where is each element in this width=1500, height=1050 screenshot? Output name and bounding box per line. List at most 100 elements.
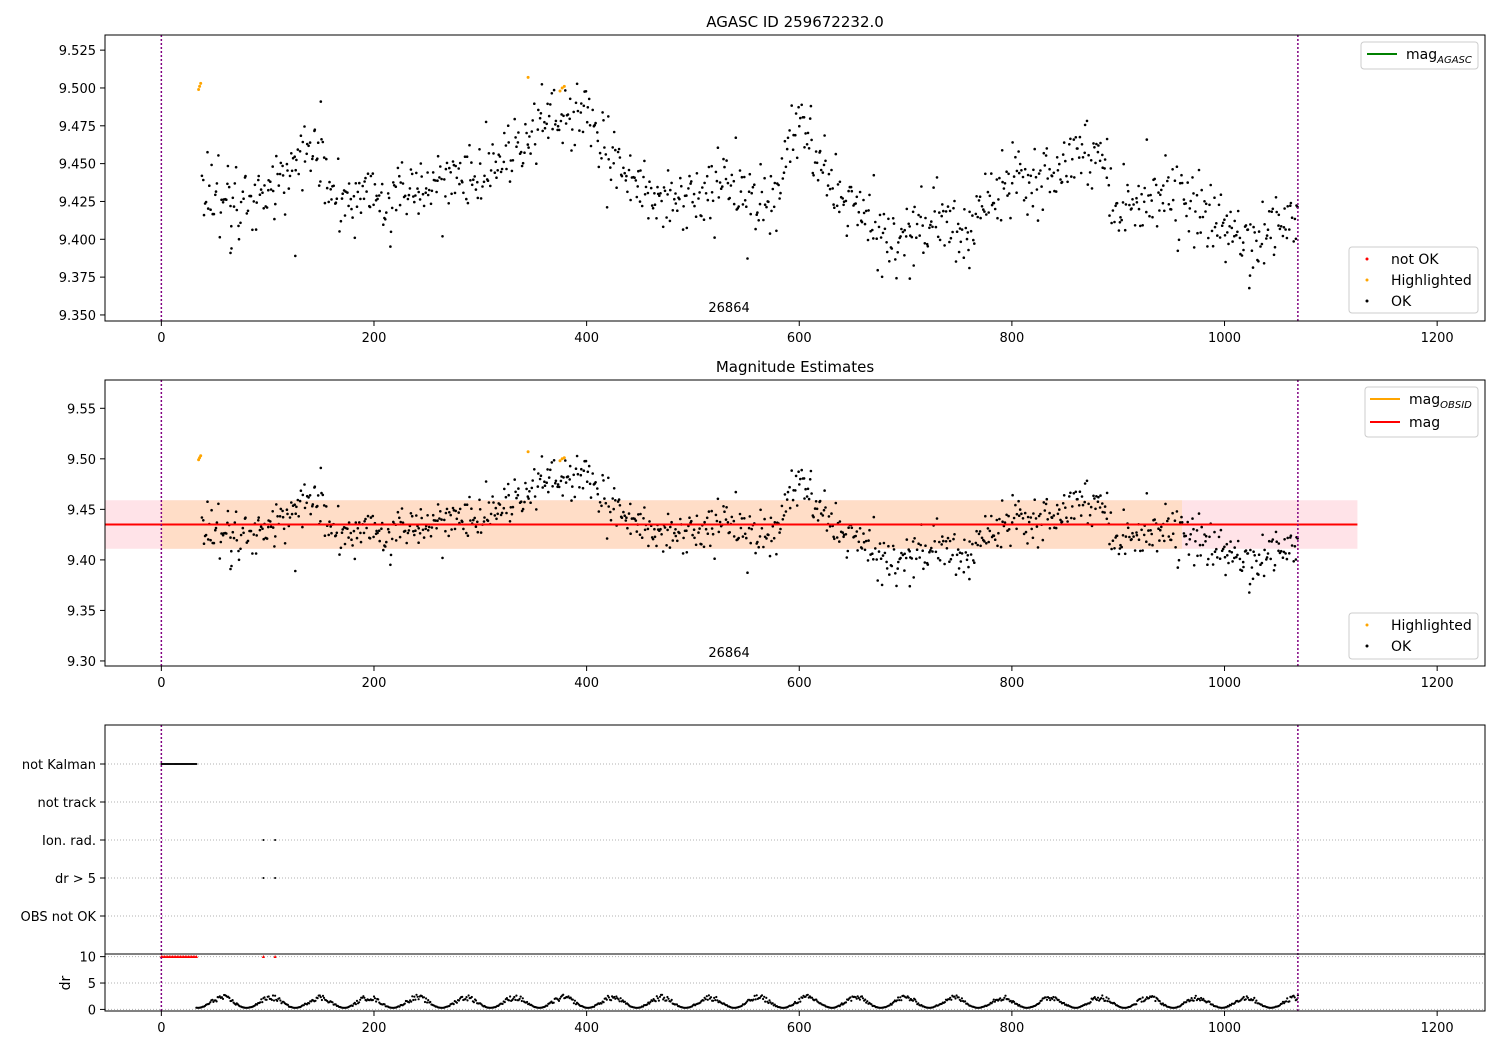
ok-point — [212, 212, 216, 216]
ok-point — [450, 528, 453, 531]
dr-point — [646, 1003, 649, 1006]
ok-point — [867, 539, 870, 542]
ok-point — [1009, 216, 1012, 220]
ok-point — [396, 510, 400, 514]
ok-point — [362, 531, 366, 535]
ok-point — [948, 240, 951, 244]
ok-point — [1071, 157, 1074, 161]
dr-point — [792, 1002, 796, 1005]
y-tick-label: 9.375 — [59, 271, 96, 286]
ok-point — [875, 558, 878, 561]
ok-point — [1272, 253, 1276, 257]
ok-point — [533, 495, 537, 498]
flag-row-label: Ion. rad. — [42, 834, 96, 849]
dr-point — [955, 994, 958, 997]
ok-point — [673, 531, 676, 535]
ok-point — [734, 136, 738, 139]
ok-point — [208, 184, 211, 187]
ok-point — [513, 478, 516, 481]
ok-point — [1135, 533, 1139, 537]
ok-point — [748, 172, 752, 176]
ok-point — [648, 520, 651, 523]
ok-point — [524, 122, 527, 126]
ok-point — [1077, 504, 1081, 507]
ok-point — [724, 518, 728, 521]
dr-point — [321, 994, 325, 998]
dr-point — [797, 1001, 800, 1004]
dr-point — [518, 997, 521, 1001]
ok-point — [1118, 221, 1122, 224]
ok-point — [656, 185, 659, 189]
ok-point — [1284, 228, 1287, 231]
ok-point — [773, 181, 777, 185]
ok-point — [1044, 154, 1048, 157]
dr-point — [1139, 997, 1142, 1000]
dr-point — [1202, 997, 1205, 1001]
ok-point — [219, 211, 223, 214]
ok-point — [1230, 551, 1234, 554]
ok-point — [244, 516, 247, 519]
ok-point — [596, 492, 600, 496]
ok-point — [922, 251, 925, 254]
ok-point — [1204, 540, 1207, 543]
ok-point — [910, 557, 914, 560]
dr-point — [1096, 996, 1100, 999]
ok-point — [1219, 528, 1223, 532]
ok-point — [997, 198, 1000, 201]
ok-point — [309, 169, 313, 173]
ok-point — [410, 514, 414, 518]
ok-point — [547, 476, 551, 479]
ok-point — [1145, 210, 1148, 214]
ok-point — [580, 467, 583, 471]
ok-point — [286, 169, 289, 172]
ok-point — [615, 186, 618, 189]
ok-point — [1011, 141, 1014, 144]
ok-point — [322, 504, 326, 507]
ok-point — [772, 205, 776, 209]
ok-point — [1066, 180, 1069, 184]
ok-point — [885, 250, 889, 254]
ok-point — [931, 550, 934, 553]
dr-point — [615, 995, 618, 998]
ok-point — [878, 542, 882, 545]
ok-point — [601, 111, 604, 114]
dr-point — [272, 999, 276, 1002]
ok-point — [401, 182, 405, 185]
ok-point — [1213, 550, 1217, 553]
ok-point — [862, 532, 865, 535]
ok-point — [528, 135, 531, 138]
ok-point — [1194, 540, 1197, 543]
dr-point — [798, 997, 801, 1001]
ok-point — [1095, 142, 1098, 146]
ok-point — [816, 519, 820, 522]
ok-point — [678, 531, 681, 535]
ok-point — [691, 533, 694, 537]
ok-point — [1055, 156, 1059, 159]
dr-point — [573, 999, 577, 1002]
ok-point — [229, 251, 232, 255]
ok-point — [1200, 188, 1203, 192]
ok-point — [856, 223, 859, 227]
dr-point — [1100, 997, 1103, 1000]
ok-point — [585, 480, 589, 484]
ok-point — [646, 191, 650, 195]
ok-point — [1045, 497, 1049, 501]
ok-point — [468, 495, 471, 499]
magnitude-panel-title: Magnitude Estimates — [716, 358, 874, 376]
ok-point — [435, 527, 438, 530]
ok-point — [431, 513, 435, 517]
ok-point — [1087, 153, 1090, 157]
dr-point — [606, 994, 610, 997]
ok-point — [728, 196, 731, 200]
dr-point — [410, 1000, 413, 1003]
ok-point — [661, 550, 665, 553]
legend-marker-ok — [1365, 299, 1369, 303]
ok-point — [229, 567, 232, 571]
ok-point — [427, 525, 431, 529]
ok-point — [482, 520, 486, 523]
dr-point — [1052, 995, 1055, 999]
ok-point — [376, 531, 379, 535]
ok-point — [311, 503, 315, 506]
ok-point — [1228, 225, 1231, 228]
ok-point — [400, 161, 404, 164]
